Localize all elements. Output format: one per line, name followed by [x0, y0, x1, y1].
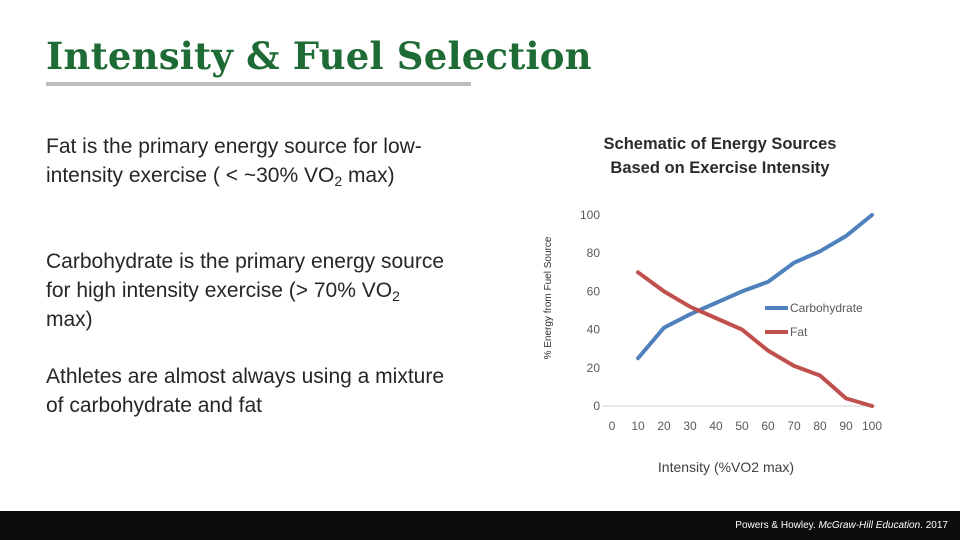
footer-citation: Powers & Howley. McGraw-Hill Education. …: [735, 520, 948, 531]
x-tick-label: 50: [735, 419, 749, 433]
bullet-carbohydrate-high-intensity: Carbohydrate is the primary energy sourc…: [46, 247, 446, 334]
y-tick-label: 100: [580, 208, 600, 222]
x-tick-label: 100: [862, 419, 882, 433]
y-tick-label: 40: [587, 323, 601, 337]
bullet-2-text: Carbohydrate is the primary energy sourc…: [46, 250, 445, 302]
bullet-2-subscript: 2: [392, 288, 400, 304]
footer-bar: Powers & Howley. McGraw-Hill Education. …: [0, 511, 960, 540]
x-tick-label: 60: [761, 419, 775, 433]
x-tick-label: 30: [683, 419, 697, 433]
bullet-fat-low-intensity: Fat is the primary energy source for low…: [46, 132, 446, 190]
footer-publisher: McGraw-Hill Education: [818, 520, 921, 531]
legend-label-carbohydrate: Carbohydrate: [790, 301, 863, 315]
x-tick-label: 90: [839, 419, 853, 433]
bullet-1-subscript: 2: [334, 173, 343, 189]
y-tick-label: 80: [587, 246, 601, 260]
x-tick-label: 20: [657, 419, 671, 433]
chart-title-line-1: Schematic of Energy Sources: [603, 135, 837, 153]
footer-year: . 2017: [920, 520, 948, 531]
y-tick-label: 0: [593, 399, 600, 413]
title-underline: [46, 82, 471, 86]
slide-title: Intensity & Fuel Selection: [46, 34, 592, 78]
x-tick-label: 40: [709, 419, 723, 433]
footer-authors: Powers & Howley.: [735, 520, 816, 531]
legend-label-fat: Fat: [790, 325, 808, 339]
series-line-fat: [636, 270, 874, 408]
x-tick-label: 10: [631, 419, 645, 433]
x-tick-label: 0: [609, 419, 616, 433]
x-tick-label: 80: [813, 419, 827, 433]
x-axis-title: Intensity (%VO2 max): [658, 459, 794, 475]
bullet-2-tail: max): [46, 308, 93, 331]
series-line-carbohydrate: [636, 213, 874, 361]
chart-title-line-2: Based on Exercise Intensity: [610, 159, 830, 177]
bullet-1-text: Fat is the primary energy source for low…: [46, 135, 422, 187]
x-tick-label: 70: [787, 419, 801, 433]
y-axis-label: % Energy from Fuel Source: [543, 236, 554, 360]
bullet-mixture: Athletes are almost always using a mixtu…: [46, 362, 446, 420]
y-tick-label: 60: [587, 284, 601, 298]
bullet-1-tail: max): [342, 164, 395, 187]
energy-source-chart: 0 20 40 60 80 100 0 10 20 30 40 50 60 70 80 90 100 Carboh…: [580, 208, 882, 475]
bullet-3-text: Athletes are almost always using a mixtu…: [46, 365, 445, 417]
y-tick-label: 20: [587, 361, 601, 375]
chart-title: Schematic of Energy Sources Based on Exe…: [565, 132, 875, 180]
